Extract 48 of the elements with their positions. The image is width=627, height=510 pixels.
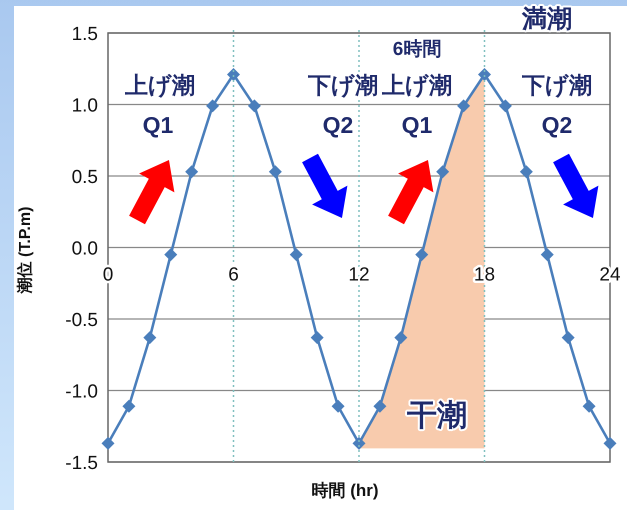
point — [102, 436, 114, 450]
point — [290, 248, 303, 262]
x-tick-label: 6 — [228, 264, 239, 286]
point — [415, 248, 428, 262]
point — [604, 436, 616, 450]
point — [457, 99, 470, 112]
x-tick-label: 18 — [474, 264, 496, 286]
point — [540, 248, 554, 262]
y-tick-label: 0.5 — [72, 167, 98, 188]
annotation: Q2 — [542, 112, 572, 138]
x-tick-label: 12 — [348, 264, 370, 286]
annotation: 上げ潮 — [124, 72, 195, 98]
point — [373, 400, 386, 413]
annotation: 満潮 — [521, 5, 572, 33]
point — [248, 99, 261, 112]
point — [206, 99, 220, 112]
point — [227, 68, 240, 81]
point — [562, 331, 575, 344]
point — [268, 165, 282, 178]
point — [122, 400, 136, 413]
y-tick-label: -1.5 — [65, 453, 98, 474]
y-tick-label: 1.0 — [72, 96, 98, 116]
annotation: 下げ潮 — [307, 72, 378, 98]
y-tick-label: 0.0 — [72, 238, 98, 260]
point — [185, 165, 198, 178]
annotation: 干潮 — [406, 399, 467, 432]
point — [332, 400, 345, 413]
point — [352, 436, 366, 450]
annotation: 6時間 — [392, 38, 442, 60]
point — [310, 331, 324, 344]
x-axis-title: 時間 (hr) — [311, 481, 379, 500]
point — [394, 331, 408, 344]
annotation: 下げ潮 — [521, 72, 592, 98]
point — [164, 248, 178, 262]
y-tick-label: -0.5 — [65, 310, 98, 331]
point — [582, 400, 596, 413]
annotation: Q1 — [142, 112, 174, 138]
annotation: Q1 — [402, 112, 433, 138]
point — [498, 99, 512, 112]
point — [478, 68, 491, 81]
point — [520, 165, 533, 178]
point — [143, 331, 156, 344]
y-axis-title: 潮位 (T.P.m) — [16, 206, 34, 294]
y-tick-label: 1.5 — [72, 24, 98, 45]
y-tick-label: -1.0 — [65, 382, 98, 402]
annotation: 上げ潮 — [381, 72, 452, 98]
annotation: Q2 — [322, 112, 354, 138]
point — [436, 165, 450, 178]
